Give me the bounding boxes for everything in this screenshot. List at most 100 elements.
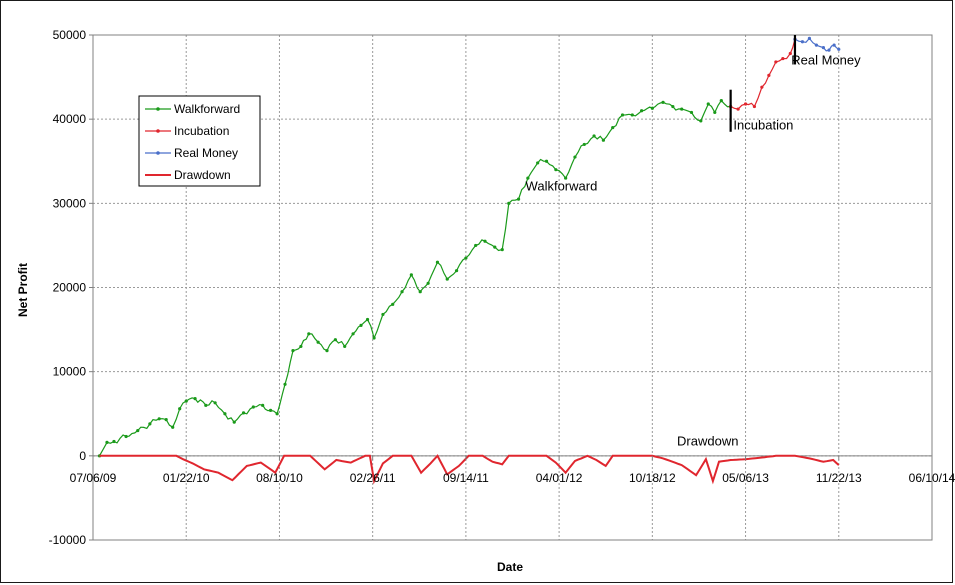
data-point [418, 290, 422, 294]
data-point [554, 168, 558, 172]
data-point [124, 434, 128, 439]
data-point [435, 260, 440, 264]
x-tick-label: 04/01/12 [536, 471, 583, 485]
data-point [620, 113, 625, 117]
data-point [333, 338, 337, 342]
x-tick-label: 01/22/10 [163, 471, 210, 485]
x-tick-label: 10/18/12 [629, 471, 676, 485]
x-tick-label: 09/14/11 [443, 471, 489, 485]
data-point [743, 102, 748, 106]
data-point [171, 425, 175, 429]
data-point [136, 428, 140, 433]
data-point [800, 40, 805, 44]
data-point [483, 239, 487, 243]
data-point [268, 408, 273, 412]
data-point [827, 48, 831, 52]
data-point [232, 420, 236, 424]
data-point [592, 134, 596, 138]
data-point [391, 302, 395, 306]
data-point [736, 107, 740, 111]
data-point [767, 73, 771, 77]
x-axis-ticks: 07/06/09 01/22/10 08/10/10 02/26/11 09/14/11… [70, 455, 955, 485]
annotation-label: Incubation [733, 117, 793, 132]
data-point [788, 51, 792, 56]
data-point [283, 382, 287, 386]
data-point [781, 56, 785, 61]
data-point [291, 349, 295, 353]
annotation-label: Real Money [791, 52, 861, 67]
legend-item: Drawdown [145, 168, 231, 182]
data-point [178, 407, 182, 411]
data-point [516, 197, 521, 201]
data-point [630, 113, 634, 117]
annotations: Walkforward Incubation Real Money Drawdown [526, 52, 862, 448]
data-point [680, 107, 684, 111]
legend-label: Incubation [174, 124, 229, 138]
data-point [640, 109, 644, 113]
y-tick-label: 0 [79, 449, 86, 463]
data-point [381, 312, 385, 317]
legend-item: Real Money [145, 146, 238, 160]
data-point [372, 336, 376, 340]
data-point [307, 332, 311, 336]
data-point [223, 412, 227, 416]
legend-label: Drawdown [174, 168, 231, 182]
annotation-label: Drawdown [677, 434, 738, 449]
data-point [275, 412, 279, 416]
data-point [204, 403, 208, 407]
data-point [184, 399, 188, 403]
data-point [814, 43, 819, 47]
data-point [474, 243, 478, 248]
data-point [601, 138, 605, 142]
data-point [807, 36, 812, 40]
data-point [760, 85, 764, 89]
data-point [148, 422, 152, 426]
x-tick-label: 07/06/09 [70, 471, 117, 485]
data-point [426, 281, 430, 285]
data-point [832, 43, 836, 47]
data-point [365, 317, 370, 322]
data-point [261, 403, 265, 407]
data-point [493, 245, 497, 249]
data-point [316, 340, 320, 344]
data-point [719, 99, 723, 103]
x-axis-title: Date [497, 560, 523, 574]
data-point [661, 100, 665, 104]
annotation-label: Walkforward [526, 179, 598, 194]
y-tick-label: 20000 [53, 281, 87, 295]
data-point [464, 256, 468, 260]
data-point [650, 106, 654, 110]
data-point [105, 440, 109, 444]
legend-marker [156, 107, 160, 111]
data-point [544, 159, 549, 163]
data-point [241, 411, 246, 415]
legend-marker [156, 151, 160, 155]
data-point [536, 161, 540, 165]
legend-label: Walkforward [174, 102, 240, 116]
data-point [821, 46, 825, 50]
legend-box [138, 95, 261, 187]
x-tick-label: 11/22/13 [816, 471, 862, 485]
data-point [400, 290, 404, 294]
data-point [299, 344, 303, 349]
data-point [454, 269, 459, 273]
y-tick-label: 40000 [53, 112, 87, 126]
legend: Walkforward Incubation Real Money Drawdown [138, 95, 261, 187]
x-tick-label: 02/26/11 [350, 471, 396, 485]
y-axis-ticks: -10000 0 10000 20000 30000 40000 50000 [49, 28, 93, 547]
data-point [193, 397, 197, 401]
y-tick-label: 30000 [53, 196, 87, 210]
data-point [251, 405, 255, 409]
data-point [573, 155, 577, 159]
x-tick-label: 08/10/10 [256, 471, 303, 485]
y-axis-title: Net Profit [16, 263, 30, 317]
data-point [213, 401, 217, 405]
series-walkforward [97, 99, 733, 458]
data-point [699, 119, 703, 123]
y-tick-label: -10000 [49, 533, 87, 547]
legend-marker [156, 129, 160, 133]
data-point [343, 344, 347, 349]
x-tick-label: 06/10/14 [909, 471, 955, 485]
